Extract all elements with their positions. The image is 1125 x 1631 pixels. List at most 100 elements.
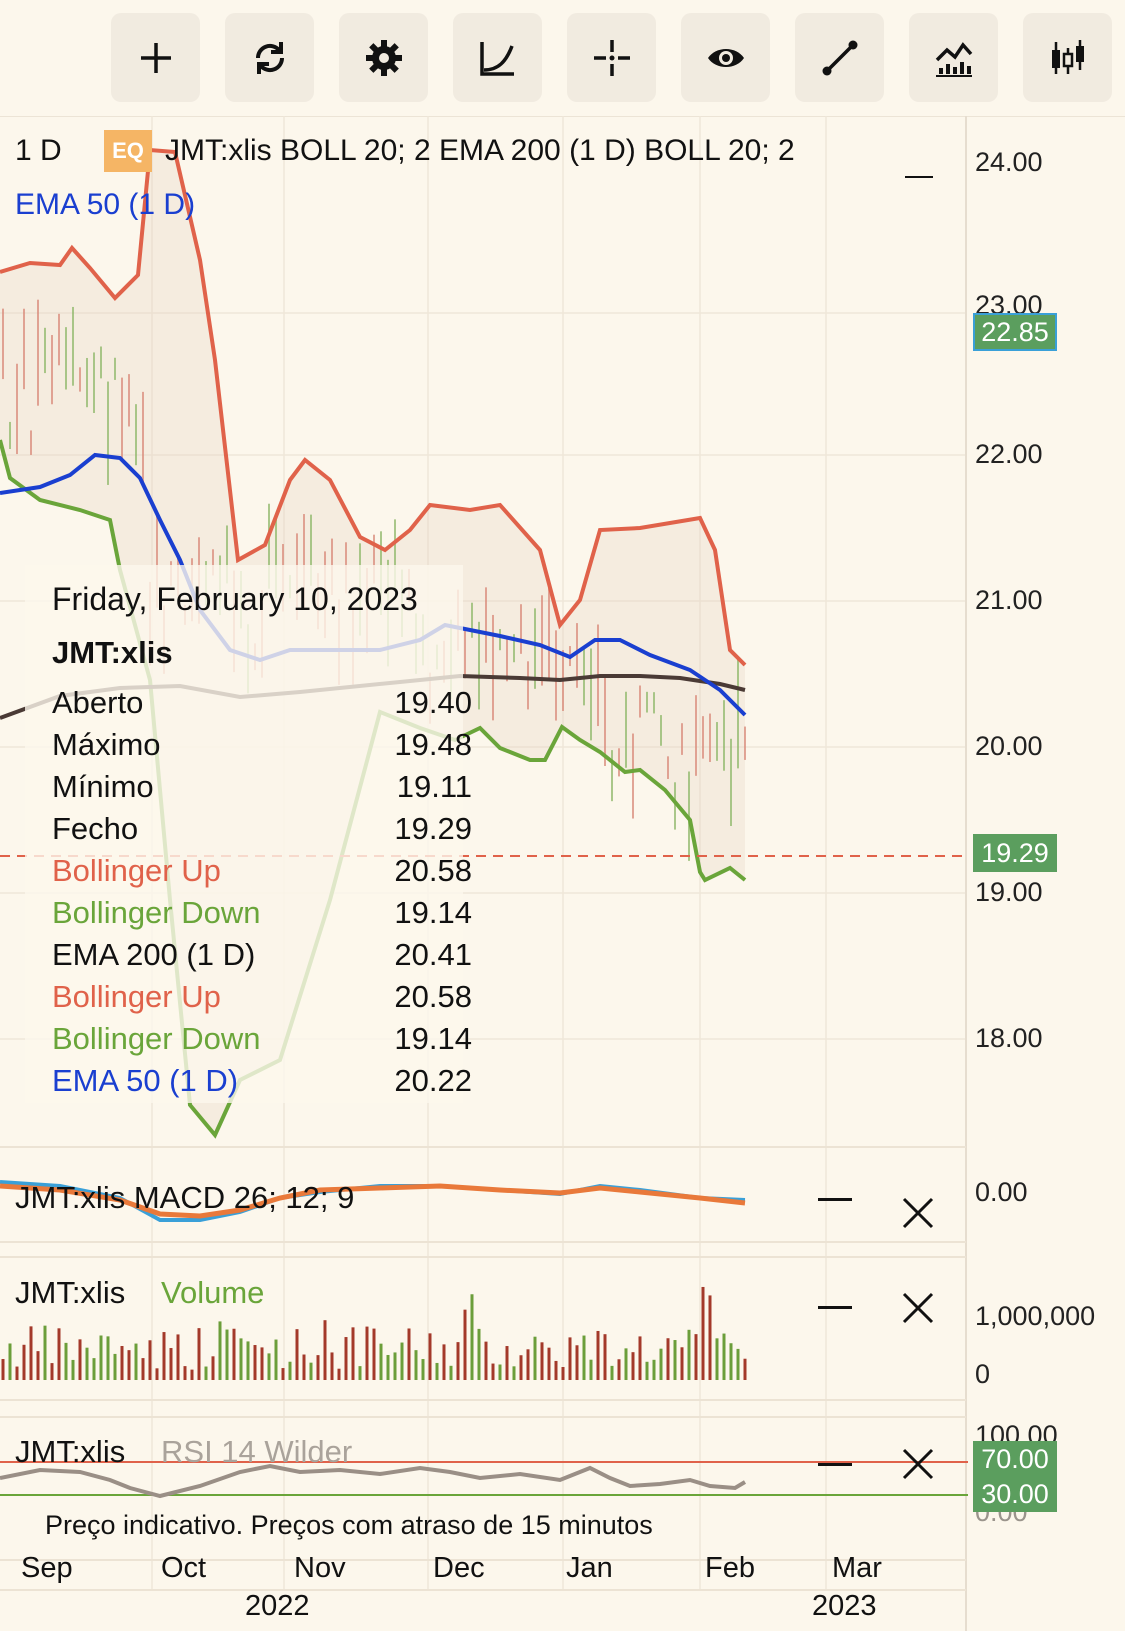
volume-bar (631, 1352, 635, 1380)
macd-line (0, 1183, 746, 1219)
chart-type-button[interactable] (1023, 13, 1112, 102)
volume-bar (477, 1328, 481, 1380)
volume-axis-top: 1,000,000 (975, 1301, 1096, 1331)
volume-bar (281, 1368, 285, 1380)
volume-bar (582, 1335, 586, 1380)
delay-notice: Preço indicativo. Preços com atraso de 1… (45, 1510, 653, 1540)
volume-bar (29, 1326, 33, 1380)
crosshair-tooltip: Friday, February 10, 2023 JMT:xlis Abert… (25, 565, 472, 1103)
volume-bar (8, 1343, 12, 1380)
indicators-button[interactable] (453, 13, 542, 102)
line-draw-icon (822, 40, 857, 75)
volume-bar (253, 1345, 257, 1380)
volume-minimize-icon[interactable] (818, 1306, 852, 1312)
rsi-line (0, 1463, 747, 1499)
volume-bar (351, 1327, 355, 1380)
tooltip-row-label: Bollinger Down (52, 1021, 261, 1056)
volume-bar (85, 1347, 89, 1380)
volume-bar (134, 1343, 138, 1380)
curve-icon (479, 41, 514, 76)
volume-bar (295, 1329, 299, 1380)
volume-bar (372, 1328, 376, 1380)
tooltip-row: Mínimo 19.11 (52, 769, 472, 811)
tooltip-row-value: 19.29 (394, 811, 472, 846)
tooltip-row: Máximo 19.48 (52, 727, 472, 769)
volume-bar (505, 1346, 509, 1380)
volume-bar (309, 1362, 313, 1380)
rsi-upper-tag: 70.00 (973, 1441, 1057, 1477)
volume-bar (561, 1366, 565, 1380)
volume-bar (57, 1328, 61, 1380)
volume-bar (246, 1341, 250, 1380)
volume-bar (162, 1332, 166, 1380)
volume-bar (673, 1340, 677, 1380)
volume-bar (323, 1320, 327, 1380)
volume-bar (316, 1355, 320, 1380)
chart-legend[interactable]: JMT:xlis BOLL 20; 2 EMA 200 (1 D) BOLL 2… (165, 134, 795, 167)
visibility-button[interactable] (681, 13, 770, 102)
macd-close-icon[interactable] (902, 1197, 934, 1229)
volume-bar (50, 1363, 54, 1380)
volume-bar (393, 1352, 397, 1380)
gear-icon (365, 39, 402, 76)
rsi-pane-label[interactable]: RSI 14 Wilder (161, 1434, 353, 1469)
rsi-close-icon[interactable] (902, 1448, 934, 1480)
chart-compare-icon (935, 41, 972, 77)
volume-bar (736, 1348, 740, 1380)
volume-bar (421, 1359, 425, 1380)
volume-close-icon[interactable] (902, 1292, 934, 1324)
rsi-pane-symbol[interactable]: JMT:xlis (15, 1434, 126, 1469)
compare-button[interactable] (909, 13, 998, 102)
tooltip-row-value: 20.41 (394, 937, 472, 972)
volume-bar (624, 1348, 628, 1380)
volume-bar (659, 1348, 663, 1380)
volume-pane-label[interactable]: Volume (161, 1275, 265, 1310)
volume-bar (484, 1341, 488, 1380)
tooltip-row-value: 19.48 (394, 727, 472, 762)
volume-bar (743, 1358, 747, 1380)
tooltip-row-label: Mínimo (52, 769, 154, 804)
volume-bar (652, 1359, 656, 1380)
volume-bar (211, 1356, 215, 1380)
volume-bar (92, 1358, 96, 1380)
rsi-minimize-icon[interactable] (818, 1463, 852, 1469)
volume-bar (589, 1359, 593, 1380)
tooltip-row: Fecho 19.29 (52, 811, 472, 853)
volume-bar (554, 1360, 558, 1380)
tooltip-row-value: 19.40 (394, 685, 472, 720)
add-button[interactable] (111, 13, 200, 102)
macd-minimize-icon[interactable] (818, 1198, 852, 1204)
volume-bar (470, 1294, 474, 1380)
price-axis-label: 24.00 (975, 147, 1043, 177)
volume-bar (365, 1326, 369, 1380)
volume-pane-symbol[interactable]: JMT:xlis (15, 1275, 126, 1310)
volume-bar (547, 1347, 551, 1380)
drawing-button[interactable] (795, 13, 884, 102)
tooltip-row-label: Máximo (52, 727, 161, 762)
volume-bar (141, 1358, 145, 1380)
volume-bar (225, 1329, 229, 1380)
volume-bar (22, 1344, 26, 1380)
ema-50-legend[interactable]: EMA 50 (1 D) (15, 188, 196, 221)
settings-button[interactable] (339, 13, 428, 102)
volume-bar (148, 1340, 152, 1380)
last-price-tag: 19.29 (973, 834, 1057, 872)
crosshair-button[interactable] (567, 13, 656, 102)
tooltip-row-label: Bollinger Down (52, 895, 261, 930)
volume-bar (540, 1342, 544, 1380)
tooltip-row: Bollinger Up 20.58 (52, 853, 472, 895)
volume-bar (127, 1350, 131, 1380)
volume-bar (1, 1359, 5, 1380)
eq-badge: EQ (104, 130, 152, 172)
refresh-button[interactable] (225, 13, 314, 102)
crosshair-icon (593, 39, 630, 76)
macd-pane-label[interactable]: JMT:xlis MACD 26; 12; 9 (15, 1180, 355, 1215)
tooltip-row-label: Bollinger Up (52, 979, 221, 1014)
volume-bar (512, 1366, 516, 1380)
volume-bar (204, 1366, 208, 1380)
interval-label[interactable]: 1 D (15, 134, 62, 167)
volume-bar (414, 1350, 418, 1380)
volume-bar (498, 1364, 502, 1380)
month-label: Jan (566, 1552, 613, 1584)
volume-bar (183, 1366, 187, 1380)
